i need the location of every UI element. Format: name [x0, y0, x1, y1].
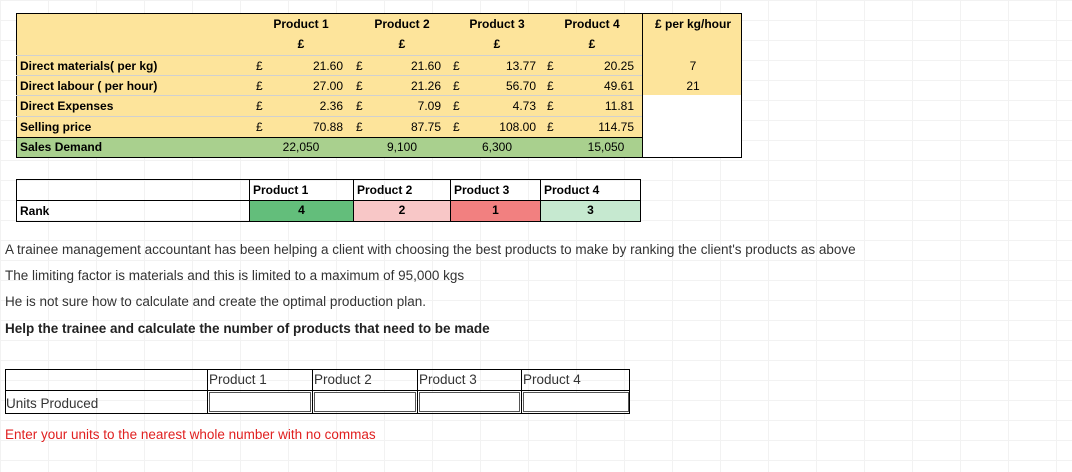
- rank-cell-product-2: 2: [354, 201, 450, 221]
- pound-sign: £: [256, 99, 263, 113]
- cell-labour-product-1: 27.00: [312, 79, 343, 93]
- rank-header-product-4: Product 4: [544, 183, 600, 197]
- pound-sign: £: [547, 99, 554, 113]
- rank-header-product-2: Product 2: [357, 183, 413, 197]
- pound-sign: £: [453, 120, 460, 134]
- cell-labour-per-hour: 21: [686, 79, 700, 93]
- instruction-note: Enter your units to the nearest whole nu…: [5, 427, 376, 442]
- cell-materials-product-4: 20.25: [603, 59, 634, 73]
- rank-row-label: Rank: [20, 204, 50, 218]
- answer-header-product-4: Product 4: [523, 372, 581, 387]
- cell-materials-per-kg: 7: [689, 59, 697, 73]
- cell-selling-product-3: 108.00: [499, 120, 536, 134]
- cell-materials-product-1: 21.60: [312, 59, 343, 73]
- cell-labour-product-4: 49.61: [603, 79, 634, 93]
- answer-header-product-2: Product 2: [314, 372, 372, 387]
- row-label-selling-price: Selling price: [20, 120, 92, 134]
- rank-cell-product-1: 4: [250, 201, 353, 221]
- cost-header-product-4: Product 4: [564, 17, 620, 31]
- extra-white-area: [642, 95, 742, 158]
- cell-labour-product-2: 21.26: [410, 79, 441, 93]
- sales-demand-row: [16, 138, 642, 158]
- cost-header-per-kg-hour: £ per kg/hour: [654, 17, 731, 31]
- pound-sign: £: [356, 59, 363, 73]
- rank-cell-product-4: 3: [541, 201, 640, 221]
- cost-header-product-1: Product 1: [273, 17, 329, 31]
- pound-sign: £: [256, 120, 263, 134]
- instruction-line-4: Help the trainee and calculate the numbe…: [5, 321, 490, 336]
- cell-demand-product-1: 22,050: [282, 140, 320, 154]
- cell-materials-product-3: 13.77: [505, 59, 536, 73]
- pound-sign: £: [453, 99, 460, 113]
- cell-demand-product-4: 15,050: [587, 140, 625, 154]
- units-input-product-1[interactable]: [209, 392, 311, 412]
- cost-header-product-2: Product 2: [374, 17, 430, 31]
- answer-table-border: [5, 369, 630, 414]
- row-label-direct-labour: Direct labour ( per hour): [20, 79, 158, 93]
- pound-sign: £: [356, 99, 363, 113]
- cell-demand-product-2: 9,100: [386, 140, 418, 154]
- units-input-product-2[interactable]: [314, 392, 416, 412]
- units-input-product-4[interactable]: [523, 392, 629, 412]
- row-label-direct-materials: Direct materials( per kg): [20, 59, 158, 73]
- cell-selling-product-2: 87.75: [410, 120, 441, 134]
- pound-sign: £: [453, 79, 460, 93]
- pound-sign: £: [547, 59, 554, 73]
- instruction-line-3: He is not sure how to calculate and crea…: [5, 294, 426, 309]
- rank-header-product-3: Product 3: [454, 183, 510, 197]
- answer-header-product-1: Product 1: [209, 372, 267, 387]
- rank-cell-product-3: 1: [451, 201, 540, 221]
- cost-header-product-3: Product 3: [469, 17, 525, 31]
- cell-expenses-product-3: 4.73: [512, 99, 536, 113]
- rank-header-product-1: Product 1: [253, 183, 309, 197]
- extra-column-border: [642, 13, 742, 158]
- instruction-line-2: The limiting factor is materials and thi…: [5, 268, 465, 283]
- currency-product-2: £: [398, 37, 406, 51]
- pound-sign: £: [547, 79, 554, 93]
- cell-demand-product-3: 6,300: [481, 140, 513, 154]
- cell-selling-product-1: 70.88: [312, 120, 343, 134]
- pound-sign: £: [453, 59, 460, 73]
- row-label-direct-expenses: Direct Expenses: [20, 99, 114, 113]
- pound-sign: £: [256, 79, 263, 93]
- units-produced-label: Units Produced: [6, 396, 99, 411]
- cell-expenses-product-4: 11.81: [604, 99, 634, 113]
- cell-materials-product-2: 21.60: [410, 59, 441, 73]
- pound-sign: £: [547, 120, 554, 134]
- currency-product-3: £: [493, 37, 501, 51]
- row-label-sales-demand: Sales Demand: [20, 140, 103, 154]
- currency-product-1: £: [297, 37, 305, 51]
- pound-sign: £: [356, 79, 363, 93]
- answer-header-product-3: Product 3: [419, 372, 477, 387]
- currency-product-4: £: [588, 37, 596, 51]
- units-input-product-3[interactable]: [419, 392, 520, 412]
- cell-expenses-product-2: 7.09: [417, 99, 441, 113]
- cell-labour-product-3: 56.70: [505, 79, 536, 93]
- cell-expenses-product-1: 2.36: [319, 99, 343, 113]
- pound-sign: £: [356, 120, 363, 134]
- instruction-line-1: A trainee management accountant has been…: [5, 242, 856, 257]
- pound-sign: £: [256, 59, 263, 73]
- cell-selling-product-4: 114.75: [598, 120, 634, 134]
- cost-table: [16, 13, 742, 158]
